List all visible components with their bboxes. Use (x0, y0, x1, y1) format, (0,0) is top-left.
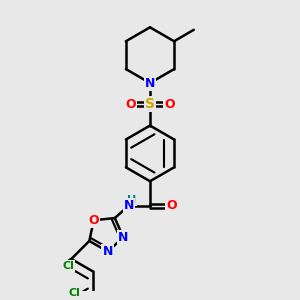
Text: O: O (164, 98, 175, 111)
Text: Cl: Cl (62, 261, 74, 271)
Text: Cl: Cl (69, 287, 80, 298)
Text: H: H (127, 195, 136, 205)
Text: N: N (124, 199, 134, 212)
Text: N: N (118, 231, 129, 244)
Text: O: O (88, 214, 99, 227)
Text: O: O (166, 199, 177, 212)
Text: S: S (145, 97, 155, 111)
Text: O: O (125, 98, 136, 111)
Text: N: N (145, 76, 155, 89)
Text: N: N (103, 245, 113, 258)
